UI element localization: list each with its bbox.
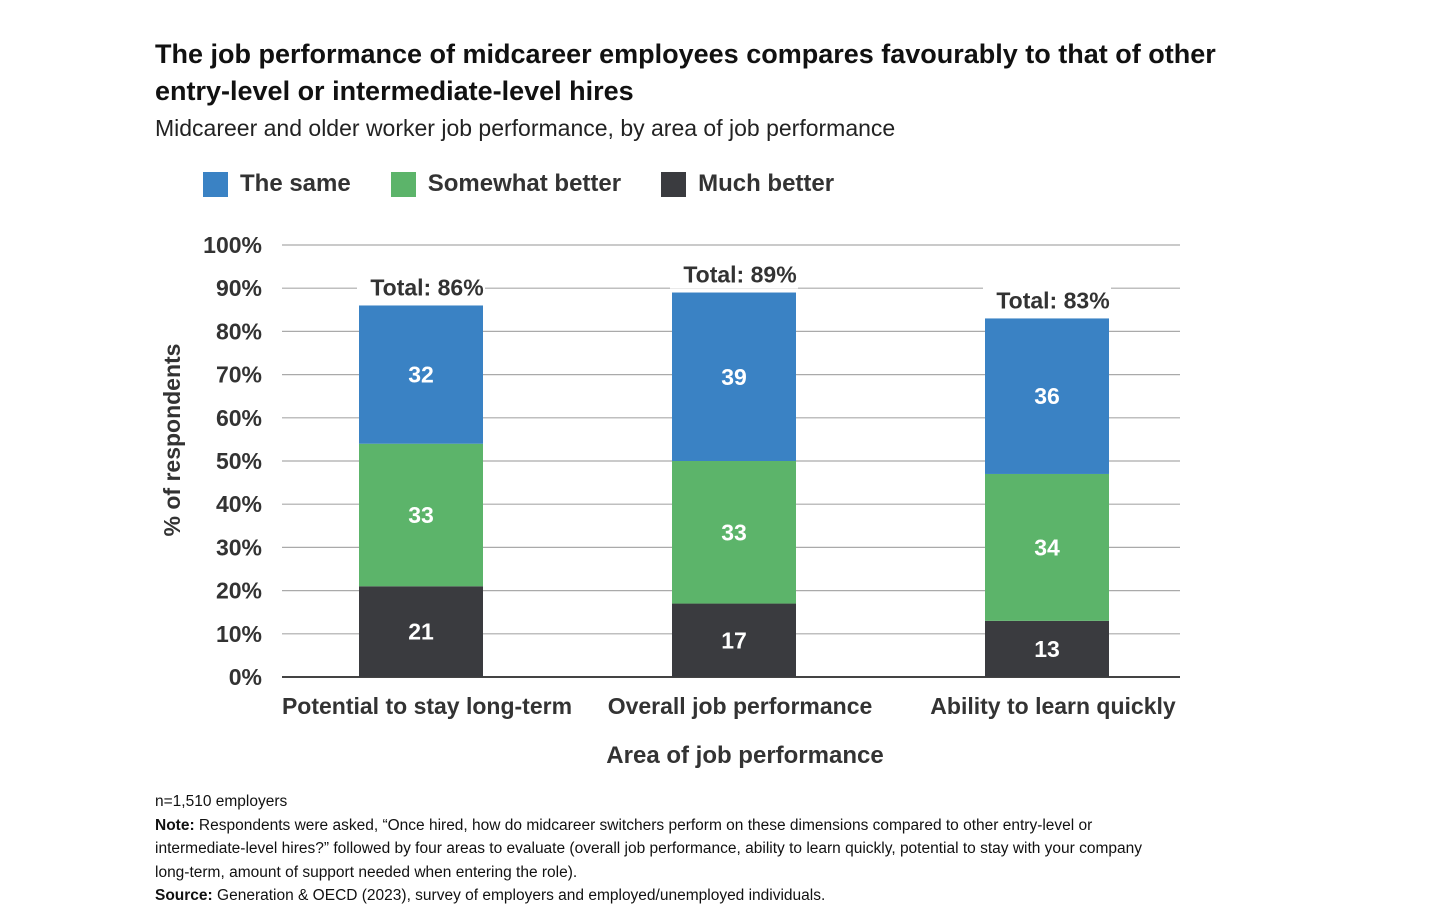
y-tick-label: 20% [216, 578, 262, 604]
total-label: Total: 89% [683, 262, 796, 288]
note-label: Note: [155, 816, 195, 834]
x-axis-ticks: Potential to stay long-term Overall job p… [282, 693, 1176, 719]
bar-segment-the-same [985, 318, 1109, 474]
data-label-somewhat-better: 34 [1034, 534, 1060, 560]
bars: 21 33 32 Total: 86% 17 33 39 Total: 89% 13 34 36 To… [357, 258, 1111, 677]
source: Source: Generation & OECD (2023), survey… [155, 884, 1155, 908]
y-tick-label: 50% [216, 448, 262, 474]
y-tick-label: 60% [216, 405, 262, 431]
data-label-much-better: 17 [721, 627, 747, 653]
data-label-much-better: 21 [408, 619, 434, 645]
y-tick-label: 70% [216, 362, 262, 388]
total-label-backdrop [983, 284, 1111, 315]
y-tick-label: 40% [216, 491, 262, 517]
source-text: Generation & OECD (2023), survey of empl… [217, 887, 826, 904]
sample-size: n=1,510 employers [155, 793, 288, 810]
data-label-the-same: 39 [721, 364, 747, 390]
footnotes: n=1,510 employers Note: Respondents were… [155, 790, 1155, 908]
y-tick-label: 0% [229, 664, 262, 690]
total-label: Total: 83% [996, 287, 1109, 313]
bar-segment-much-better [985, 620, 1109, 677]
y-tick-label: 100% [203, 232, 262, 258]
legend-swatch-somewhat-better [390, 171, 416, 197]
legend-label-somewhat-better: Somewhat better [427, 170, 622, 197]
source-label: Source: [155, 887, 213, 904]
chart-title: The job performance of midcareer employe… [155, 39, 1216, 106]
y-axis-label: % of respondents [159, 344, 185, 537]
y-tick-label: 10% [216, 621, 262, 647]
legend: The same Somewhat better Much better [203, 168, 874, 200]
note-text: Respondents were asked, “Once hired, how… [155, 816, 1143, 881]
data-label-the-same: 36 [1034, 383, 1060, 409]
x-tick-label: Overall job performance [608, 693, 873, 719]
bar-segment-somewhat-better [985, 473, 1109, 621]
legend-swatch-the-same [203, 171, 228, 197]
total-label: Total: 86% [370, 274, 483, 300]
legend-item-the-same: The same [203, 170, 351, 198]
total-label-backdrop [670, 258, 798, 289]
chart-subtitle: Midcareer and older worker job performan… [155, 115, 896, 141]
bar-segment-much-better [359, 586, 483, 677]
y-tick-label: 80% [216, 318, 262, 344]
legend-label-the-same: The same [240, 170, 351, 197]
y-axis-ticks: 0% 10% 20% 30% 40% 50% 60% 70% 80% 90% 100% [203, 232, 262, 690]
bar-segment-somewhat-better [359, 443, 483, 587]
note: Note: Respondents were asked, “Once hire… [155, 814, 1155, 885]
total-label-backdrop [357, 271, 485, 302]
legend-label-much-better: Much better [698, 170, 835, 197]
bar-segment-the-same [672, 292, 796, 461]
data-label-the-same: 32 [408, 362, 434, 388]
legend-item-somewhat-better: Somewhat better [390, 170, 622, 198]
bar-segment-the-same [359, 305, 483, 444]
x-tick-label: Ability to learn quickly [930, 693, 1176, 719]
data-label-somewhat-better: 33 [408, 502, 434, 528]
y-tick-label: 90% [216, 275, 262, 301]
x-tick-label: Potential to stay long-term [282, 693, 572, 719]
legend-swatch-much-better [661, 171, 687, 197]
stacked-bar-chart: 0% 10% 20% 30% 40% 50% 60% 70% 80% 90% 100% 21 33 32… [159, 232, 1180, 769]
y-tick-label: 30% [216, 534, 262, 560]
legend-item-much-better: Much better [661, 170, 834, 198]
data-label-somewhat-better: 33 [721, 519, 747, 545]
data-label-much-better: 13 [1034, 636, 1060, 662]
bar-segment-somewhat-better [672, 461, 796, 604]
bar-segment-much-better [672, 603, 796, 677]
x-axis-label: Area of job performance [606, 742, 883, 769]
